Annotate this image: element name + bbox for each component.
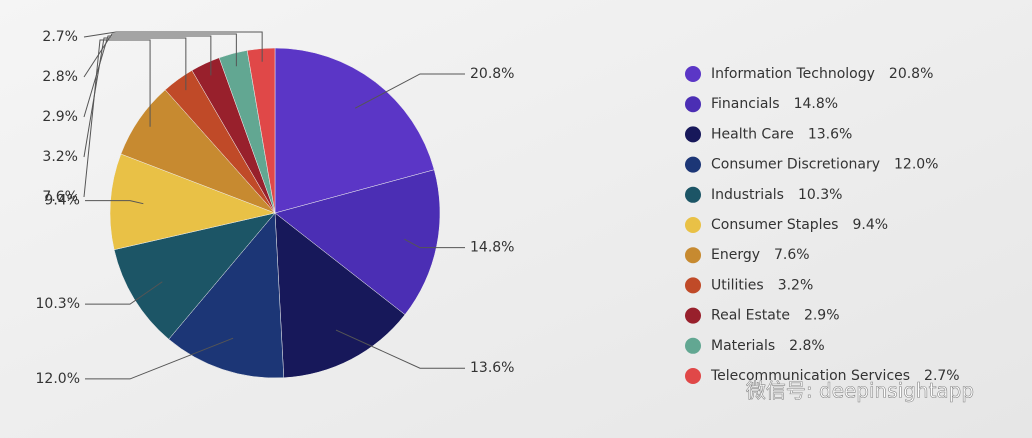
- pie-slice: [109, 153, 276, 251]
- data-label: 20.8%: [470, 66, 514, 82]
- data-label: 9.4%: [44, 193, 80, 209]
- leader-line: [85, 337, 234, 380]
- legend-label: Information Technology: [711, 66, 875, 82]
- pie-slice: [168, 212, 285, 379]
- legend-label: Telecommunication Services: [710, 368, 910, 384]
- legend-marker: [685, 96, 701, 113]
- legend-value: 20.8%: [889, 66, 933, 82]
- data-label: 10.3%: [36, 296, 80, 312]
- legend-marker: [685, 368, 701, 384]
- pie-slice: [246, 47, 276, 214]
- legend-marker: [685, 337, 701, 354]
- legend-marker: [685, 247, 701, 264]
- legend-marker: [685, 66, 701, 82]
- leader-line: [83, 33, 237, 78]
- data-label: 2.7%: [42, 29, 78, 45]
- legend-value: 7.6%: [774, 247, 810, 263]
- leader-line: [85, 281, 163, 305]
- legend-label: Consumer Staples: [711, 217, 838, 233]
- legend-value: 14.8%: [794, 96, 838, 112]
- leader-line: [83, 37, 187, 158]
- legend-value: 10.3%: [798, 187, 842, 203]
- legend-label: Consumer Discretionary: [711, 157, 880, 173]
- data-label: 3.2%: [42, 149, 78, 165]
- legend-value: 2.7%: [924, 368, 960, 384]
- data-label: 14.8%: [470, 240, 514, 256]
- data-label: 13.6%: [470, 360, 514, 376]
- legend-label: Real Estate: [711, 308, 790, 324]
- legend-label: Industrials: [711, 187, 784, 203]
- leader-line: [404, 238, 465, 249]
- pie-slice: [274, 47, 435, 214]
- leader-line: [354, 73, 465, 109]
- leader-line: [335, 329, 465, 369]
- legend-value: 2.8%: [789, 338, 825, 354]
- data-label: 2.9%: [42, 109, 78, 125]
- watermark: 微信号: deepinsightapp: [746, 379, 974, 403]
- legend-value: 9.4%: [852, 217, 888, 233]
- legend-marker: [685, 126, 701, 143]
- legend-marker: [685, 307, 701, 324]
- leader-line: [83, 31, 263, 62]
- legend-marker: [685, 277, 701, 294]
- legend-marker: [685, 186, 701, 203]
- leader-line: [83, 39, 151, 198]
- legend-marker: [685, 156, 701, 173]
- legend-label: Financials: [711, 96, 780, 112]
- legend-value: 2.9%: [804, 308, 840, 324]
- data-label: 2.8%: [42, 69, 78, 85]
- legend-label: Energy: [711, 247, 760, 263]
- leader-line: [83, 35, 212, 118]
- data-label: 12.0%: [36, 371, 80, 387]
- leader-line: [85, 200, 144, 205]
- legend-value: 12.0%: [894, 157, 938, 173]
- legend-value: 3.2%: [778, 277, 814, 293]
- data-label: 7.6%: [42, 189, 78, 205]
- pie-slice: [113, 212, 276, 340]
- legend-label: Materials: [711, 338, 775, 354]
- legend-label: Utilities: [711, 277, 764, 293]
- pie-slice: [274, 212, 406, 379]
- legend-marker: [685, 217, 701, 233]
- legend-value: 13.6%: [808, 126, 852, 142]
- pie-slice: [274, 169, 441, 316]
- legend-label: Health Care: [711, 126, 794, 142]
